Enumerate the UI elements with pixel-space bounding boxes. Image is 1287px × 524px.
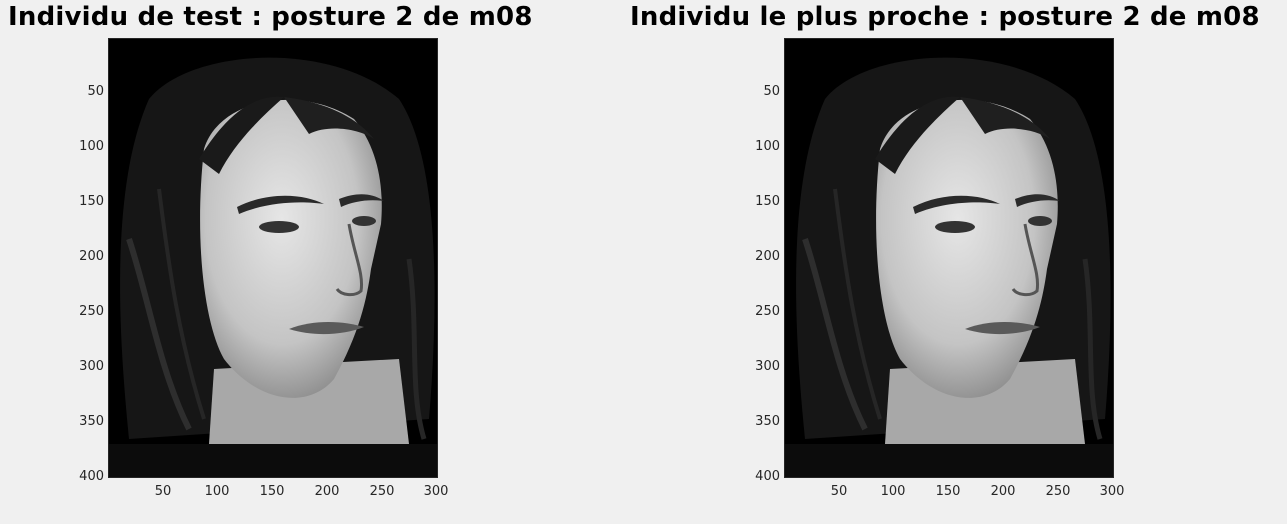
x-tick: 100 <box>880 484 906 499</box>
y-tick: 50 <box>87 84 104 99</box>
figure-right: Individu le plus proche : posture 2 de m… <box>630 0 1287 524</box>
figure-title: Individu de test : posture 2 de m08 <box>8 2 533 32</box>
face-image <box>109 39 437 477</box>
y-tick: 350 <box>79 414 104 429</box>
x-tick: 250 <box>1045 484 1071 499</box>
face-image <box>785 39 1113 477</box>
y-tick: 400 <box>755 469 780 484</box>
image-axes[interactable] <box>108 38 438 478</box>
y-tick: 250 <box>755 304 780 319</box>
y-tick: 300 <box>755 359 780 374</box>
y-tick: 250 <box>79 304 104 319</box>
y-tick: 200 <box>755 249 780 264</box>
figure-left: Individu de test : posture 2 de m08 <box>0 0 640 524</box>
x-tick: 250 <box>369 484 395 499</box>
y-tick: 100 <box>755 139 780 154</box>
x-tick: 100 <box>204 484 230 499</box>
y-tick: 300 <box>79 359 104 374</box>
x-tick: 150 <box>259 484 285 499</box>
y-tick: 350 <box>755 414 780 429</box>
y-tick: 150 <box>79 194 104 209</box>
x-tick: 150 <box>935 484 961 499</box>
x-tick: 200 <box>990 484 1016 499</box>
y-tick: 100 <box>79 139 104 154</box>
x-tick: 50 <box>154 484 172 499</box>
x-tick: 50 <box>830 484 848 499</box>
y-tick: 400 <box>79 469 104 484</box>
image-axes[interactable] <box>784 38 1114 478</box>
y-tick: 200 <box>79 249 104 264</box>
y-tick: 50 <box>763 84 780 99</box>
y-tick: 150 <box>755 194 780 209</box>
x-tick: 300 <box>423 484 449 499</box>
x-tick: 300 <box>1099 484 1125 499</box>
x-tick: 200 <box>314 484 340 499</box>
figure-title: Individu le plus proche : posture 2 de m… <box>630 2 1260 32</box>
